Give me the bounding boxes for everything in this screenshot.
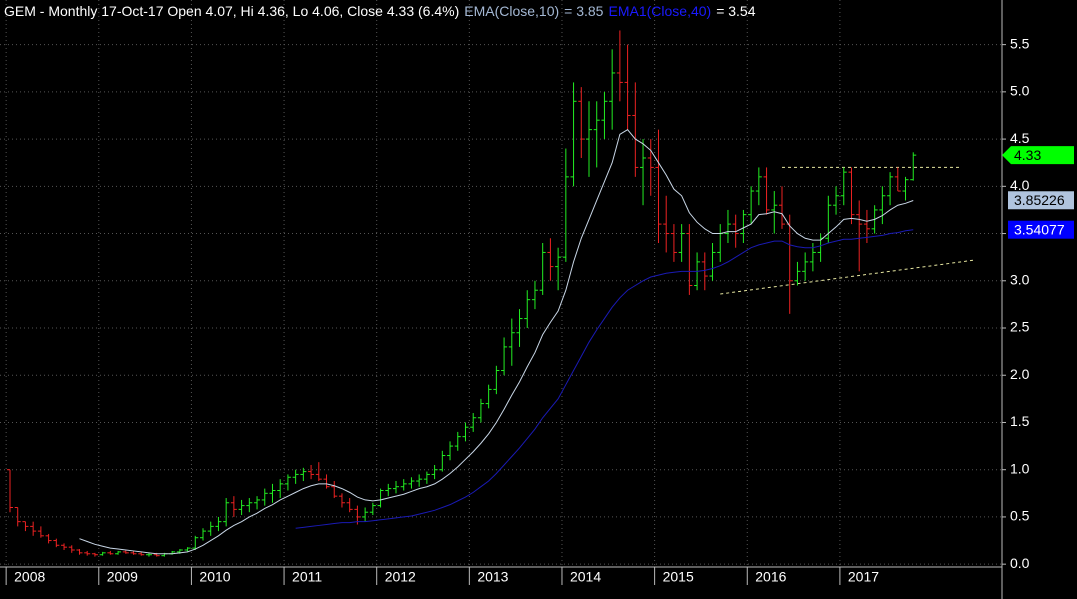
- price-tag: [1002, 146, 1074, 165]
- y-tick-label: 5.5: [1010, 35, 1030, 51]
- y-tick-label: 4.5: [1010, 130, 1030, 146]
- ema-line: [295, 229, 914, 529]
- x-tick-label: 2008: [14, 569, 45, 585]
- ema-line: [79, 128, 914, 555]
- x-tick-label: 2010: [199, 569, 230, 585]
- legend-name: EMA(Close,10): [464, 3, 559, 19]
- x-tick-label: 2013: [477, 569, 508, 585]
- x-tick-label: 2017: [848, 569, 879, 585]
- trendline: [720, 259, 976, 295]
- y-tick-label: 0.5: [1010, 508, 1030, 524]
- x-tick-label: 2012: [385, 569, 416, 585]
- price-tag-label: 4.33: [1014, 147, 1041, 163]
- chart-title: GEM - Monthly 17-Oct-17 Open 4.07, Hi 4.…: [4, 3, 756, 19]
- price-tag: [1008, 191, 1074, 210]
- x-tick-label: 2011: [292, 569, 322, 585]
- price-tag-label: 3.54077: [1014, 221, 1065, 237]
- legend-value: = 3.85: [564, 3, 604, 19]
- y-tick-label: 5.0: [1010, 83, 1030, 99]
- legend-value: = 3.54: [716, 3, 756, 19]
- y-tick-label: 2.0: [1010, 366, 1030, 382]
- price-tag-label: 3.85226: [1014, 192, 1065, 208]
- x-tick-label: 2015: [663, 569, 694, 585]
- y-tick-label: 0.0: [1010, 555, 1030, 571]
- price-tag: [1008, 220, 1074, 239]
- y-tick-label: 3.0: [1010, 271, 1030, 287]
- legend-name: EMA1(Close,40): [608, 3, 711, 19]
- y-tick-label: 2.5: [1010, 319, 1030, 335]
- y-tick-label: 1.5: [1010, 413, 1030, 429]
- title-text: GEM - Monthly 17-Oct-17 Open 4.07, Hi 4.…: [4, 3, 459, 19]
- x-tick-label: 2009: [107, 569, 138, 585]
- y-tick-label: 4.0: [1010, 177, 1030, 193]
- y-tick-label: 1.0: [1010, 460, 1030, 476]
- x-tick-label: 2014: [570, 569, 601, 585]
- x-tick-label: 2016: [755, 569, 786, 585]
